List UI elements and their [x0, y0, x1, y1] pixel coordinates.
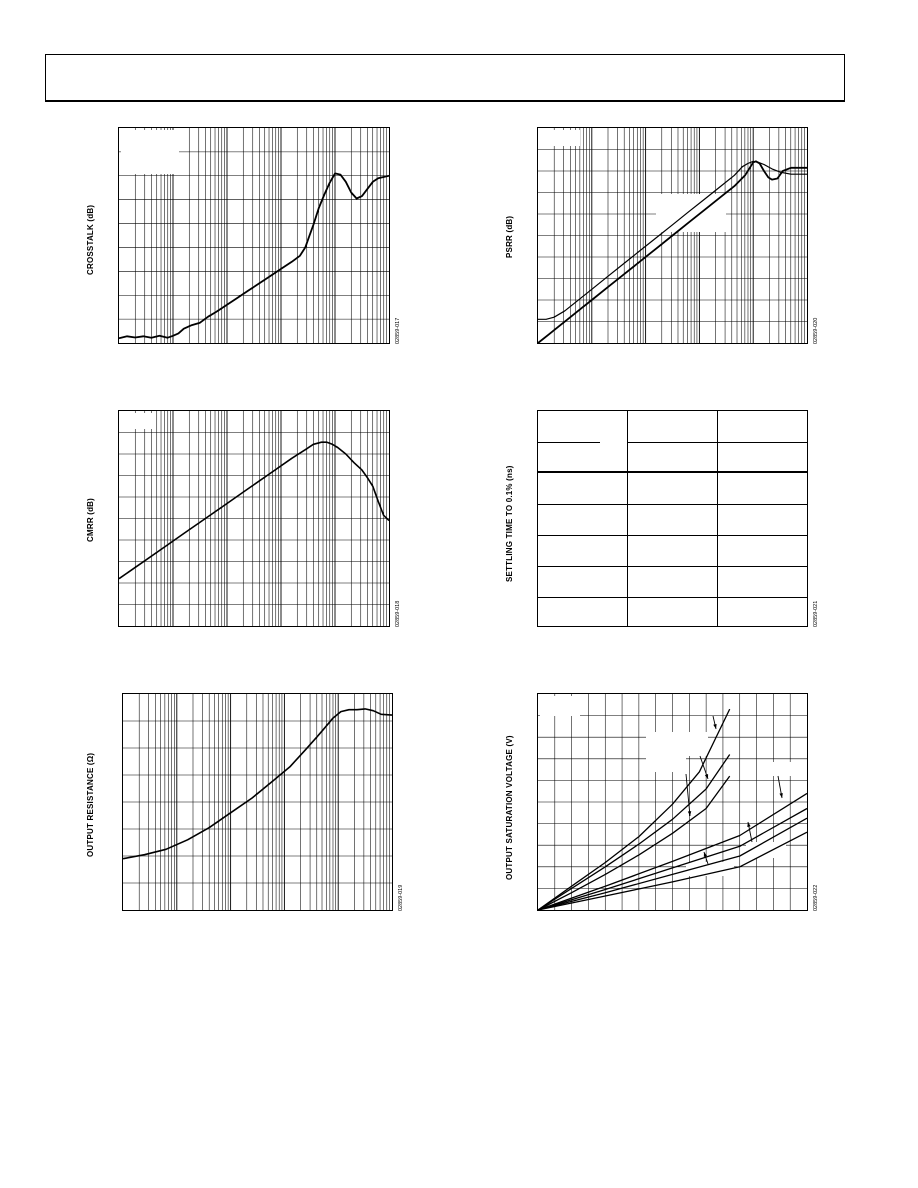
output-resistance-plot-frame	[122, 693, 393, 911]
outsat-annotation-area-5	[686, 862, 734, 876]
settling-time-table-frame	[537, 410, 808, 627]
table-header-rule	[538, 471, 808, 473]
cmrr-plot-svg	[118, 411, 390, 626]
cmrr-curve	[118, 441, 390, 580]
output-saturation-curve-2	[537, 754, 731, 911]
crosstalk-figure-id: 02859-017	[395, 317, 401, 344]
output-resistance-y-axis-label: OUTPUT RESISTANCE (Ω)	[86, 752, 95, 857]
output-resistance-plot-svg	[122, 694, 393, 910]
psrr-annotation-area	[656, 194, 726, 232]
output-saturation-y-axis-label: OUTPUT SATURATION VOLTAGE (V)	[505, 735, 514, 880]
table-row-line-3	[538, 566, 808, 567]
output-saturation-curve-7	[537, 831, 808, 911]
settling-time-y-axis-label: SETTLING TIME TO 0.1% (ns)	[505, 465, 514, 582]
output-saturation-curve-1	[537, 708, 731, 911]
outsat-arrow-5-head	[747, 822, 751, 827]
crosstalk-legend-area	[121, 130, 179, 174]
psrr-curve-1	[537, 160, 807, 344]
cmrr-figure-id: 02859-018	[395, 600, 401, 627]
table-col-divider-1	[627, 411, 628, 626]
output-saturation-curve-5	[537, 807, 808, 911]
output-saturation-figure-id: 02859-022	[813, 884, 819, 911]
crosstalk-plot-frame	[118, 127, 390, 344]
output-resistance-figure-id: 02859-019	[398, 884, 404, 911]
outsat-arrow-1-head	[713, 724, 717, 729]
crosstalk-plot-svg	[118, 128, 390, 343]
outsat-arrow-3	[685, 773, 691, 817]
crosstalk-curve	[118, 172, 390, 340]
table-row-line-2	[538, 535, 808, 536]
output-saturation-curve-4	[537, 792, 808, 911]
outsat-annotation-area-3	[770, 762, 806, 776]
output-saturation-plot-svg	[537, 694, 808, 911]
table-row-line-1	[538, 504, 808, 505]
output-saturation-plot-frame	[537, 693, 808, 911]
psrr-curve-2	[538, 160, 807, 320]
table-header-subline	[538, 442, 600, 443]
output-saturation-curve-3	[537, 775, 731, 911]
output-saturation-curve-6	[537, 817, 808, 911]
psrr-plot-svg	[537, 128, 807, 344]
table-row-line-4	[538, 597, 808, 598]
crosstalk-y-axis-label: CROSSTALK (dB)	[86, 204, 95, 275]
outsat-annotation-area-1	[646, 732, 708, 756]
cmrr-legend-area	[121, 413, 155, 429]
psrr-legend-area	[540, 130, 580, 146]
cmrr-y-axis-label: CMRR (dB)	[86, 497, 95, 542]
page-header-box	[45, 54, 845, 102]
outsat-arrow-3-head	[687, 811, 692, 816]
table-header-subline-right	[627, 442, 807, 443]
psrr-plot-frame	[537, 127, 808, 344]
cmrr-plot-frame	[118, 410, 390, 627]
outsat-annotation-area-2	[646, 756, 686, 772]
outsat-arrow-2-head	[704, 774, 709, 779]
psrr-y-axis-label: PSRR (dB)	[505, 215, 514, 258]
outsat-arrow-6-head	[703, 852, 708, 857]
output-resistance-curve	[122, 708, 393, 860]
psrr-figure-id: 02859-020	[813, 317, 819, 344]
outsat-annotation-area-4	[746, 842, 786, 858]
table-col-divider-2	[717, 411, 718, 626]
outsat-arrow-4-head	[779, 793, 783, 798]
settling-time-figure-id: 02859-021	[813, 600, 819, 627]
outsat-legend-area	[540, 696, 580, 716]
